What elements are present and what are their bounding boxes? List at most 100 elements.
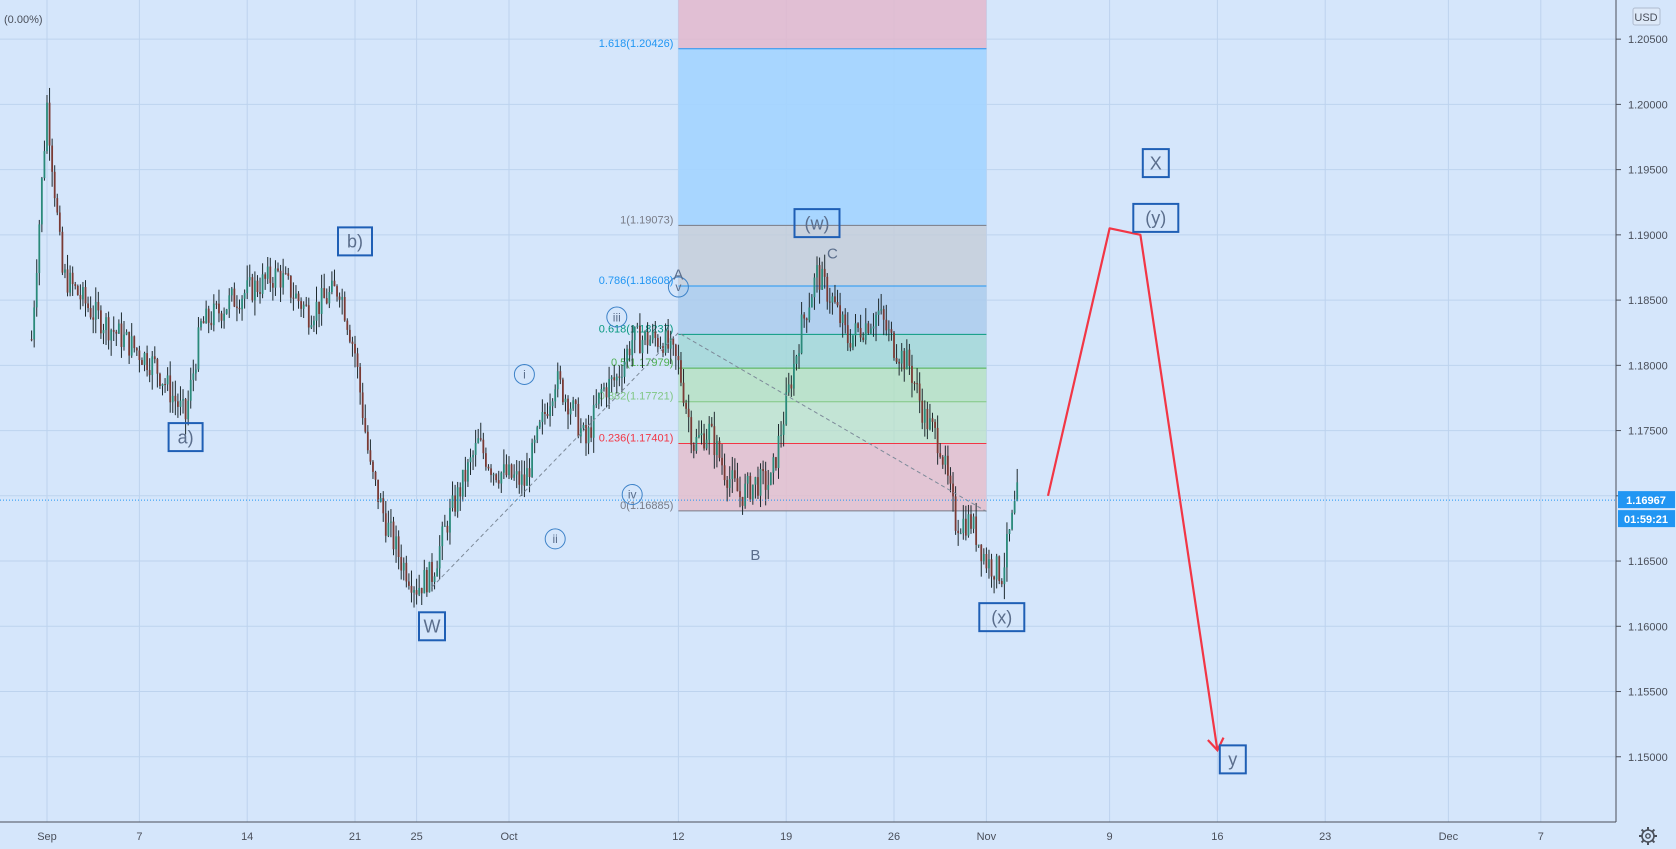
- candle-body: [754, 477, 757, 485]
- candle-body: [903, 350, 906, 370]
- candle-body: [836, 301, 839, 306]
- time-axis-ticks: Sep 7 14 21 25 Oct 12 19 26 Nov 9 16 23 Dec 7: [37, 831, 1544, 843]
- candle-body: [356, 353, 359, 367]
- candle-body: [526, 468, 528, 486]
- candle-body: [739, 491, 741, 497]
- candle-body: [618, 376, 621, 378]
- candle-body: [780, 434, 782, 436]
- candle-body: [674, 344, 677, 356]
- candle-body: [105, 317, 107, 331]
- candle-body: [125, 331, 128, 335]
- candle-body: [964, 518, 967, 536]
- candle-body: [228, 295, 231, 310]
- candle-body: [574, 400, 577, 404]
- candle-body: [343, 296, 346, 321]
- candle-body: [585, 425, 587, 444]
- candle-body: [495, 474, 498, 481]
- trend-line[interactable]: [431, 332, 987, 588]
- candle-body: [82, 287, 84, 300]
- candle-body: [354, 343, 356, 354]
- candle-body: [875, 314, 877, 327]
- candle-body: [189, 379, 192, 401]
- candle-body: [320, 288, 323, 314]
- candle-body: [405, 562, 408, 582]
- time-tick-label: 25: [410, 831, 422, 843]
- candle-body: [528, 468, 531, 477]
- candle-body: [425, 570, 428, 593]
- candle-body: [348, 329, 351, 342]
- candle-body: [538, 421, 541, 428]
- candle-body: [161, 384, 164, 387]
- candle-body: [808, 307, 811, 321]
- candle-body: [636, 325, 639, 327]
- candle-body: [962, 518, 965, 534]
- candle-body: [179, 400, 182, 407]
- wave-label-text: (w): [805, 213, 830, 233]
- candle-body: [128, 331, 131, 356]
- candle-body: [929, 418, 931, 430]
- candle-body: [38, 224, 41, 274]
- candle-body: [318, 301, 320, 314]
- candle-body: [366, 431, 369, 451]
- candle-body: [639, 325, 641, 354]
- candle-body: [939, 453, 942, 457]
- price-tick-label: 1.16500: [1628, 556, 1668, 568]
- candle-body: [821, 268, 824, 290]
- candle-body: [212, 303, 215, 326]
- price-axis-panel[interactable]: [1616, 0, 1676, 849]
- candle-body: [898, 361, 901, 364]
- candle-body: [102, 330, 105, 334]
- candle-body: [698, 435, 700, 437]
- candle-body: [803, 314, 806, 319]
- candle-body: [307, 305, 310, 328]
- candle-body: [982, 554, 985, 562]
- candle-body: [379, 498, 382, 503]
- candle-body: [369, 450, 372, 462]
- candle-body: [87, 303, 89, 309]
- candle-body: [854, 323, 857, 336]
- candle-body: [382, 498, 385, 514]
- wave-label-text: v: [675, 280, 681, 294]
- candle-body: [218, 303, 220, 314]
- candle-body: [769, 472, 772, 485]
- wave-label-box: [167, 422, 204, 453]
- candle-body: [541, 411, 544, 422]
- candle-body: [76, 285, 79, 295]
- wave-label: iii: [606, 306, 628, 328]
- candle-body: [205, 308, 208, 324]
- fib-level-label: 1.618(1.20426): [599, 38, 674, 50]
- candle-body: [520, 474, 523, 485]
- candle-body: [546, 413, 549, 417]
- candle-body: [656, 337, 659, 347]
- candle-body: [64, 269, 66, 273]
- candle-body: [74, 284, 77, 286]
- candle-body: [651, 331, 654, 340]
- candle-body: [156, 359, 159, 374]
- candle-body: [266, 266, 269, 279]
- gear-icon[interactable]: [1639, 827, 1657, 845]
- candle-body: [1000, 580, 1003, 585]
- candle-body: [513, 474, 516, 478]
- candle-body: [408, 581, 410, 586]
- candle-body: [254, 280, 256, 301]
- candle-body: [79, 294, 82, 300]
- time-axis-panel[interactable]: [0, 822, 1616, 849]
- candle-body: [467, 462, 469, 482]
- candle-body: [53, 171, 56, 199]
- candle-body: [572, 400, 575, 409]
- candle-body: [397, 536, 400, 557]
- candle-body: [626, 348, 628, 362]
- candle-body: [970, 514, 972, 529]
- candle-body: [269, 266, 272, 284]
- candle-body: [220, 313, 223, 321]
- candle-body: [762, 469, 764, 472]
- wave-label: y: [1218, 744, 1247, 775]
- projection-arrow[interactable]: [1046, 227, 1225, 753]
- wave-label-box: [793, 208, 841, 239]
- wave-label-box: [418, 611, 446, 642]
- candle-body: [993, 576, 995, 580]
- currency-label: USD: [1634, 12, 1657, 24]
- candle-body: [662, 346, 664, 353]
- candle-body: [664, 330, 667, 353]
